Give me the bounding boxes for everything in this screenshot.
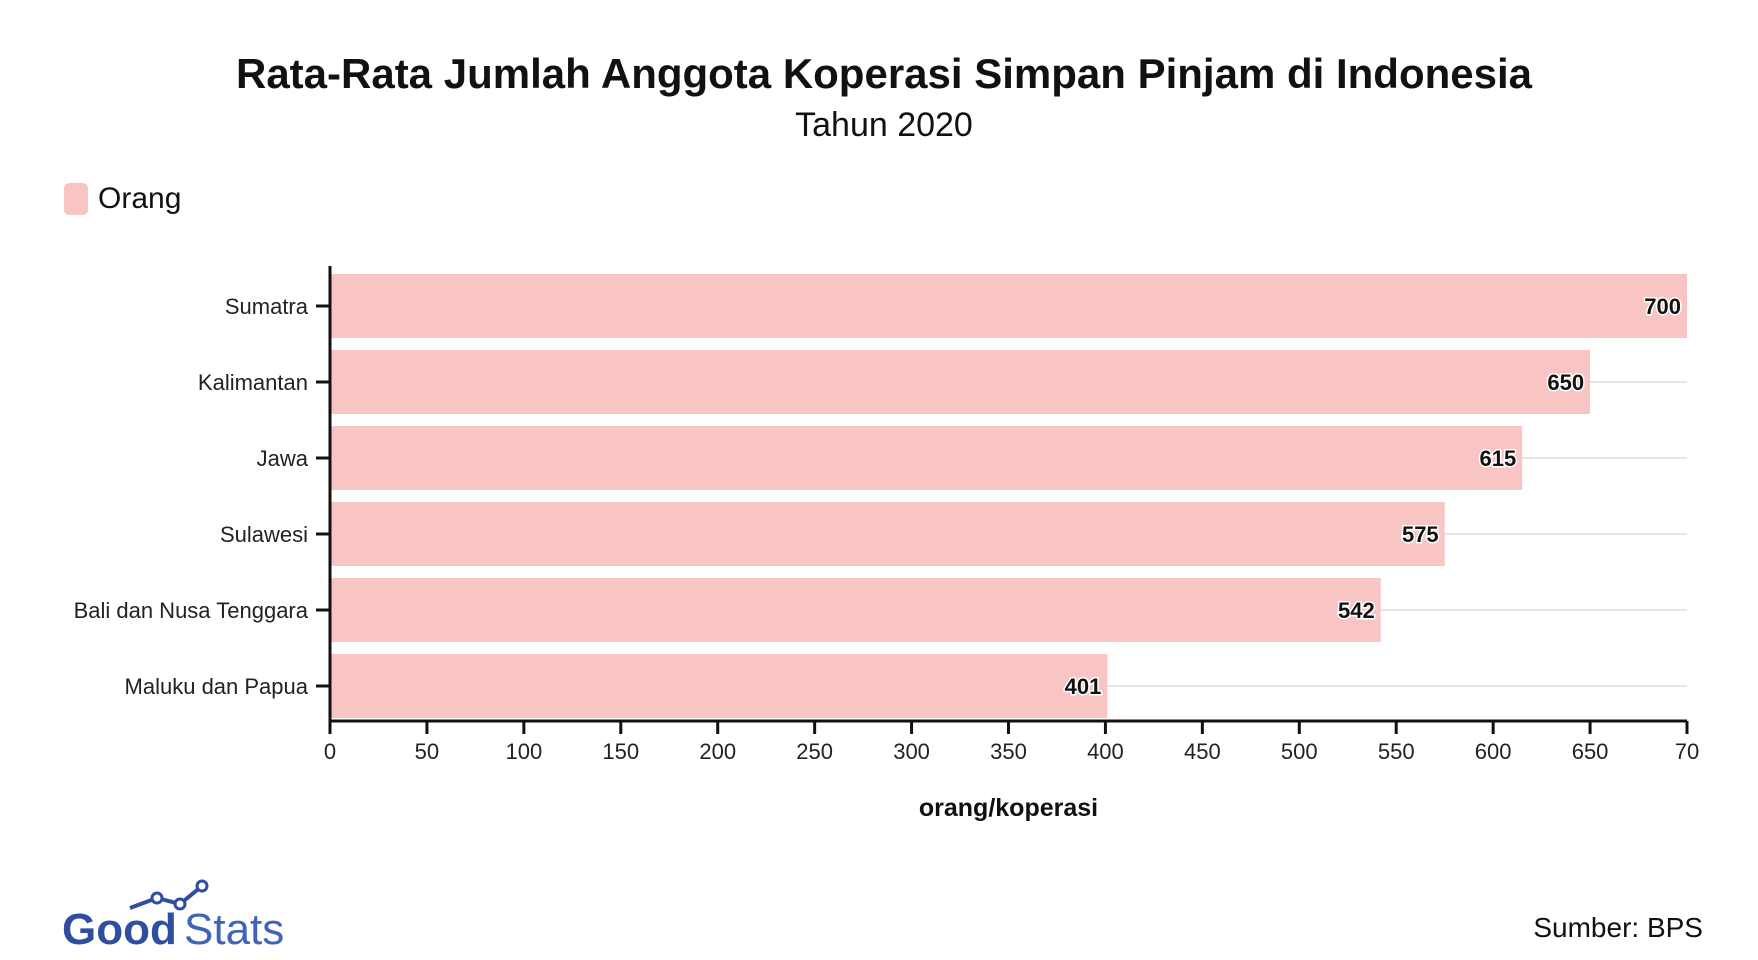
bar [330,274,1687,338]
source-note: Sumber: BPS [1533,912,1703,943]
legend-label: Orang [98,182,182,215]
x-tick-label: 150 [602,739,639,764]
y-tick-label: Sulawesi [220,522,308,547]
bar [330,426,1523,490]
chart-title: Rata-Rata Jumlah Anggota Koperasi Simpan… [235,50,1532,97]
x-tick-label: 50 [415,739,439,764]
data-label: 650 [1547,370,1584,395]
legend: Orang [64,182,181,216]
bar [330,502,1445,566]
x-tick-label: 450 [1184,739,1221,764]
y-tick-label: Bali dan Nusa Tenggara [74,598,309,623]
y-tick-label: Maluku dan Papua [125,674,309,699]
x-tick-label: 100 [505,739,542,764]
bar [330,654,1108,718]
data-label: 700 [1644,294,1681,319]
data-label: 542 [1338,598,1375,623]
x-tick-label: 400 [1087,739,1124,764]
x-tick-label: 550 [1378,739,1415,764]
x-tick-label: 650 [1572,739,1609,764]
goodstats-logo: Good Stats [62,878,302,955]
data-label: 575 [1402,522,1439,547]
data-label: 401 [1065,674,1102,699]
svg-text:Good: Good [62,905,177,950]
x-tick-label: 500 [1281,739,1318,764]
x-tick-label: 600 [1475,739,1512,764]
y-tick-label: Sumatra [225,294,309,319]
x-tick-label: 300 [893,739,930,764]
data-label: 615 [1480,446,1517,471]
x-tick-label: 350 [990,739,1027,764]
x-tick-label: 250 [796,739,833,764]
legend-swatch [64,183,88,215]
x-tick-label: 70 [1675,739,1699,764]
y-tick-label: Kalimantan [198,370,308,395]
bar [330,350,1591,414]
x-axis-label: orang/koperasi [918,794,1099,822]
y-tick-label: Jawa [257,446,309,471]
chart-subtitle: Tahun 2020 [795,106,973,144]
x-tick-label: 0 [324,739,336,764]
x-tick-label: 200 [699,739,736,764]
bar [330,578,1381,642]
svg-text:Stats: Stats [184,905,284,950]
